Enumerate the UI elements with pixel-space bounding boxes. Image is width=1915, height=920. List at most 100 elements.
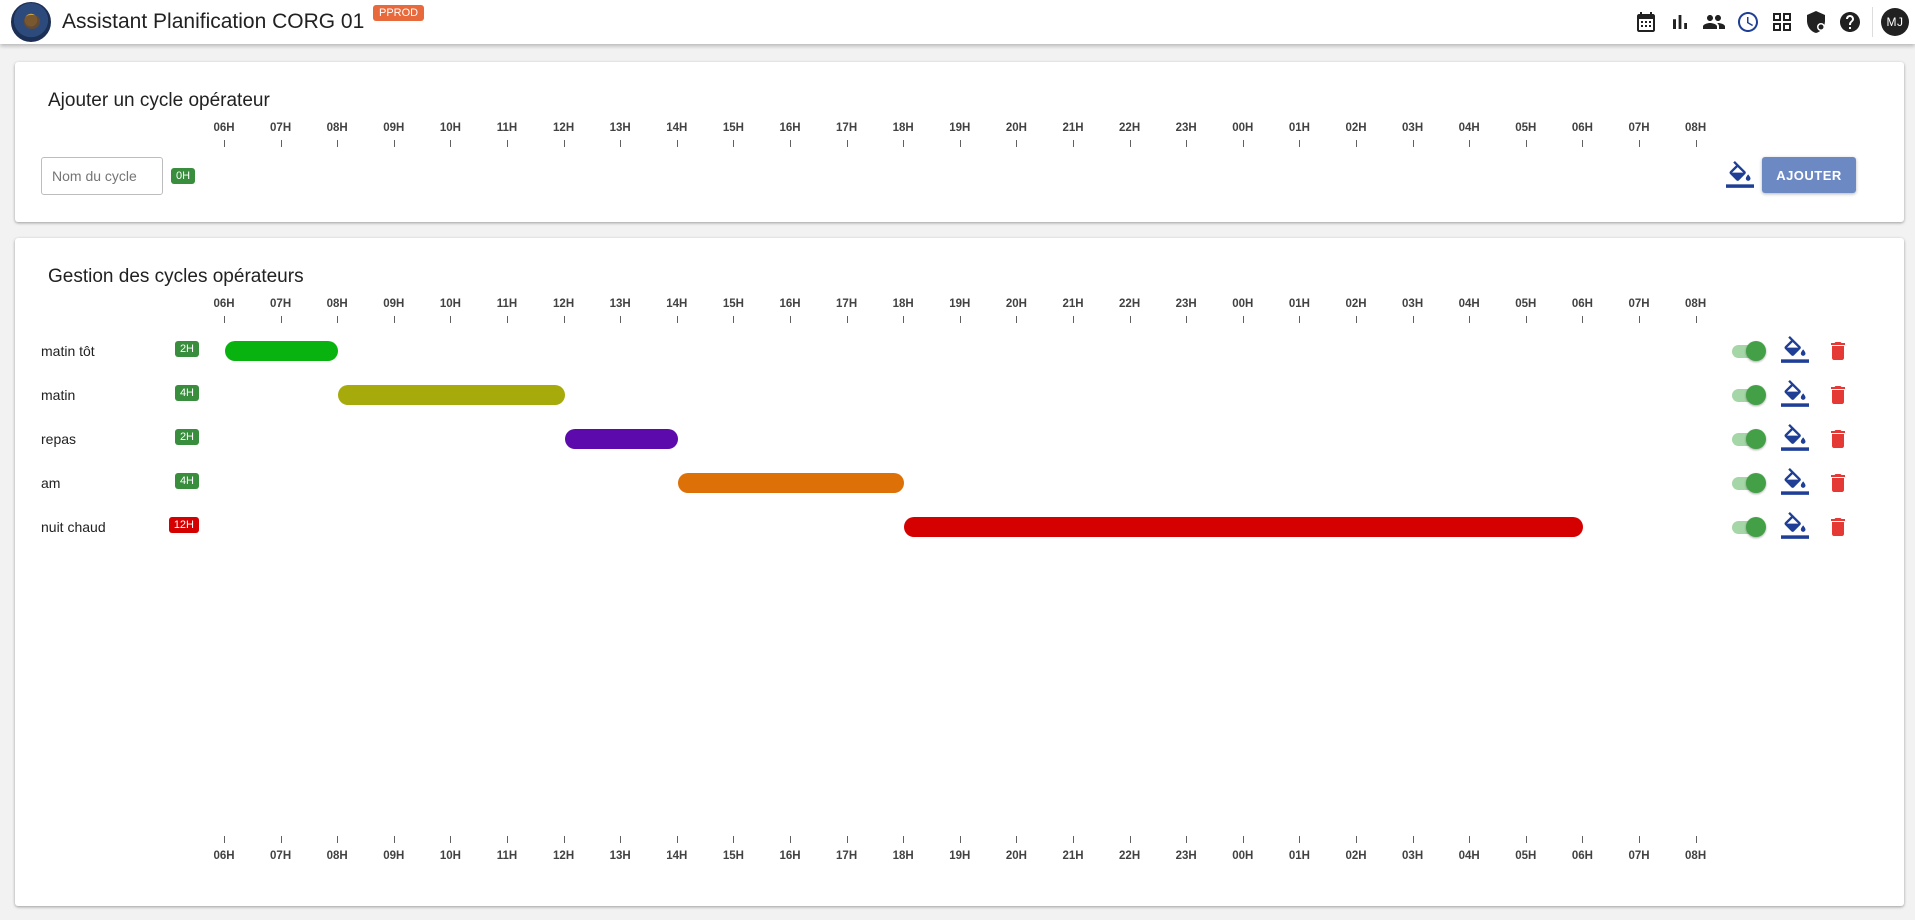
hour-label: 21H (1062, 298, 1084, 310)
hour-tick (1299, 316, 1301, 323)
cycle-bar[interactable] (904, 517, 1584, 537)
paint-bucket-icon[interactable] (1781, 424, 1809, 452)
hour-label: 00H (1232, 850, 1254, 862)
paint-bucket-icon[interactable] (1781, 512, 1809, 540)
clock-icon[interactable] (1736, 10, 1760, 34)
duration-badge: 12H (168, 517, 199, 533)
paint-bucket-icon[interactable] (1726, 161, 1754, 189)
hour-label: 07H (270, 298, 292, 310)
bar-chart-icon[interactable] (1668, 10, 1692, 34)
hour-label: 02H (1345, 298, 1367, 310)
cycle-bar[interactable] (225, 341, 339, 361)
hour-tick (1525, 836, 1527, 843)
hour-label: 16H (779, 298, 801, 310)
hour-tick (563, 140, 565, 147)
cycle-bar[interactable] (338, 385, 565, 405)
hour-label: 21H (1062, 850, 1084, 862)
hour-tick (1695, 140, 1697, 147)
hour-tick (1639, 316, 1640, 323)
hour-label: 09H (383, 122, 405, 134)
hour-label: 20H (1005, 122, 1027, 134)
hour-tick (1356, 140, 1357, 147)
hour-label: 14H (666, 298, 688, 310)
delete-icon[interactable] (1826, 427, 1850, 451)
paint-bucket-icon[interactable] (1781, 336, 1809, 364)
grid-icon[interactable] (1770, 10, 1794, 34)
cycle-name: matin (41, 387, 76, 403)
paint-bucket-icon[interactable] (1781, 380, 1809, 408)
hour-label: 05H (1515, 122, 1537, 134)
hour-tick (1073, 836, 1074, 843)
hour-tick (1073, 316, 1074, 323)
hour-label: 13H (609, 122, 631, 134)
app-logo (11, 2, 51, 42)
hour-tick (1016, 316, 1018, 323)
hour-label: 19H (949, 298, 971, 310)
hour-tick (733, 836, 735, 843)
cycle-enabled-toggle[interactable] (1730, 339, 1766, 363)
help-icon[interactable] (1838, 10, 1862, 34)
hour-tick (620, 836, 622, 843)
hour-tick (280, 836, 282, 843)
hour-scale-top: 06H 07H 08H 09H 10H 11H 12H 13H 14H 15H 16H 17H 18H 1… (15, 122, 1715, 147)
hour-label: 06H (1571, 122, 1593, 134)
hour-tick (507, 140, 508, 147)
cycle-enabled-toggle[interactable] (1730, 471, 1766, 495)
manage-cycles-title: Gestion des cycles opérateurs (48, 266, 304, 287)
hour-tick (790, 140, 791, 147)
cycle-name: am (41, 475, 61, 491)
duration-badge: 4H (174, 385, 199, 401)
hour-tick (846, 836, 848, 843)
hour-label: 00H (1232, 122, 1254, 134)
hour-tick (393, 836, 395, 843)
cycle-enabled-toggle[interactable] (1730, 427, 1766, 451)
delete-icon[interactable] (1826, 471, 1850, 495)
hour-label: 06H (213, 122, 235, 134)
cycle-bar[interactable] (677, 473, 905, 493)
hour-label: 22H (1119, 122, 1141, 134)
hour-tick (1639, 140, 1640, 147)
hour-label: 15H (722, 298, 744, 310)
hour-tick (1186, 836, 1188, 843)
hour-label: 08H (1685, 298, 1707, 310)
cycle-enabled-toggle[interactable] (1730, 383, 1766, 407)
hour-tick (676, 140, 678, 147)
hour-label: 02H (1345, 122, 1367, 134)
cycle-name: nuit chaud (41, 519, 106, 535)
hour-label: 06H (1571, 850, 1593, 862)
manage-cycles-card: Gestion des cycles opérateurs 06H 07H 08H 0… (15, 238, 1904, 906)
hour-tick (1525, 140, 1527, 147)
delete-icon[interactable] (1826, 383, 1850, 407)
hour-label: 04H (1458, 122, 1480, 134)
people-icon[interactable] (1702, 10, 1726, 34)
cycle-enabled-toggle[interactable] (1730, 515, 1766, 539)
hour-tick (1299, 836, 1301, 843)
hour-label: 18H (892, 850, 914, 862)
hour-label: 22H (1119, 298, 1141, 310)
delete-icon[interactable] (1826, 339, 1850, 363)
add-cycle-button[interactable]: AJOUTER (1762, 157, 1856, 193)
cycle-bar[interactable] (564, 429, 678, 449)
calendar-icon[interactable] (1634, 10, 1658, 34)
hour-label: 12H (553, 298, 575, 310)
shield-icon[interactable] (1804, 10, 1828, 34)
hour-tick (790, 316, 791, 323)
hour-label: 00H (1232, 298, 1254, 310)
hour-tick (1469, 316, 1471, 323)
hour-tick (959, 140, 961, 147)
delete-icon[interactable] (1826, 515, 1850, 539)
hour-label: 17H (836, 298, 858, 310)
hour-scale-header: 06H 07H 08H 09H 10H 11H 12H 13H 14H 15H 16H 17H 18H 1… (15, 298, 1715, 323)
hour-label: 08H (1685, 850, 1707, 862)
toggle-knob (1746, 385, 1766, 405)
user-avatar[interactable]: MJ (1881, 8, 1909, 36)
hour-tick (903, 316, 905, 323)
hour-tick (1469, 836, 1471, 843)
hour-label: 07H (1628, 122, 1650, 134)
hour-label: 23H (1175, 298, 1197, 310)
hour-label: 03H (1402, 850, 1424, 862)
cycle-name-input[interactable] (41, 157, 163, 195)
cycle-name: matin tôt (41, 343, 95, 359)
hour-label: 18H (892, 298, 914, 310)
paint-bucket-icon[interactable] (1781, 468, 1809, 496)
